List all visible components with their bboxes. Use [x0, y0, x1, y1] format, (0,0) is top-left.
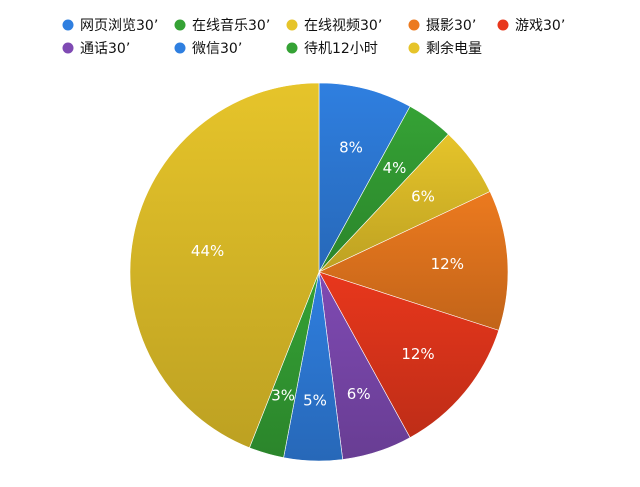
- pie-slices: [129, 82, 509, 462]
- legend-label-8: 剩余电量: [426, 40, 482, 57]
- legend-label-0: 网页浏览30’: [80, 18, 158, 34]
- legend-swatch-3: [408, 19, 420, 31]
- pie-slice-4: [318, 271, 500, 439]
- slice-label-5: 6%: [347, 385, 371, 403]
- legend-label-3: 摄影30’: [426, 18, 476, 34]
- slice-label-1: 4%: [383, 159, 407, 177]
- legend-label-7: 待机12小时: [304, 41, 378, 57]
- slice-label-2: 6%: [411, 188, 435, 206]
- legend-label-6: 微信30’: [192, 41, 242, 57]
- legend-swatch-7: [286, 42, 298, 54]
- slice-label-6: 5%: [303, 392, 327, 410]
- pie-slice-8: [129, 82, 320, 449]
- legend-swatch-4: [497, 19, 509, 31]
- legend-swatch-6: [174, 42, 186, 54]
- slice-label-7: 3%: [271, 386, 295, 404]
- legend-label-4: 游戏30’: [515, 18, 565, 34]
- legend-label-2: 在线视频30’: [304, 18, 382, 34]
- slice-labels: 8%4%6%12%12%6%5%3%44%: [191, 139, 464, 410]
- slice-label-3: 12%: [431, 255, 464, 273]
- pie-slice-3: [318, 191, 509, 331]
- legend-swatch-1: [174, 19, 186, 31]
- slice-label-0: 8%: [339, 139, 363, 157]
- slice-label-4: 12%: [401, 345, 434, 363]
- legend-label-1: 在线音乐30’: [192, 17, 270, 34]
- legend-label-5: 通话30’: [80, 41, 130, 57]
- pie-slice-0: [318, 82, 411, 273]
- legend: 网页浏览30’ 在线音乐30’ 在线视频30’ 摄影30’ 游戏30’ 通话30’ 微信30…: [62, 17, 565, 57]
- legend-swatch-8: [408, 42, 420, 54]
- legend-swatch-5: [62, 42, 74, 54]
- legend-swatch-0: [62, 19, 74, 31]
- slice-label-8: 44%: [191, 242, 224, 260]
- legend-swatch-2: [286, 19, 298, 31]
